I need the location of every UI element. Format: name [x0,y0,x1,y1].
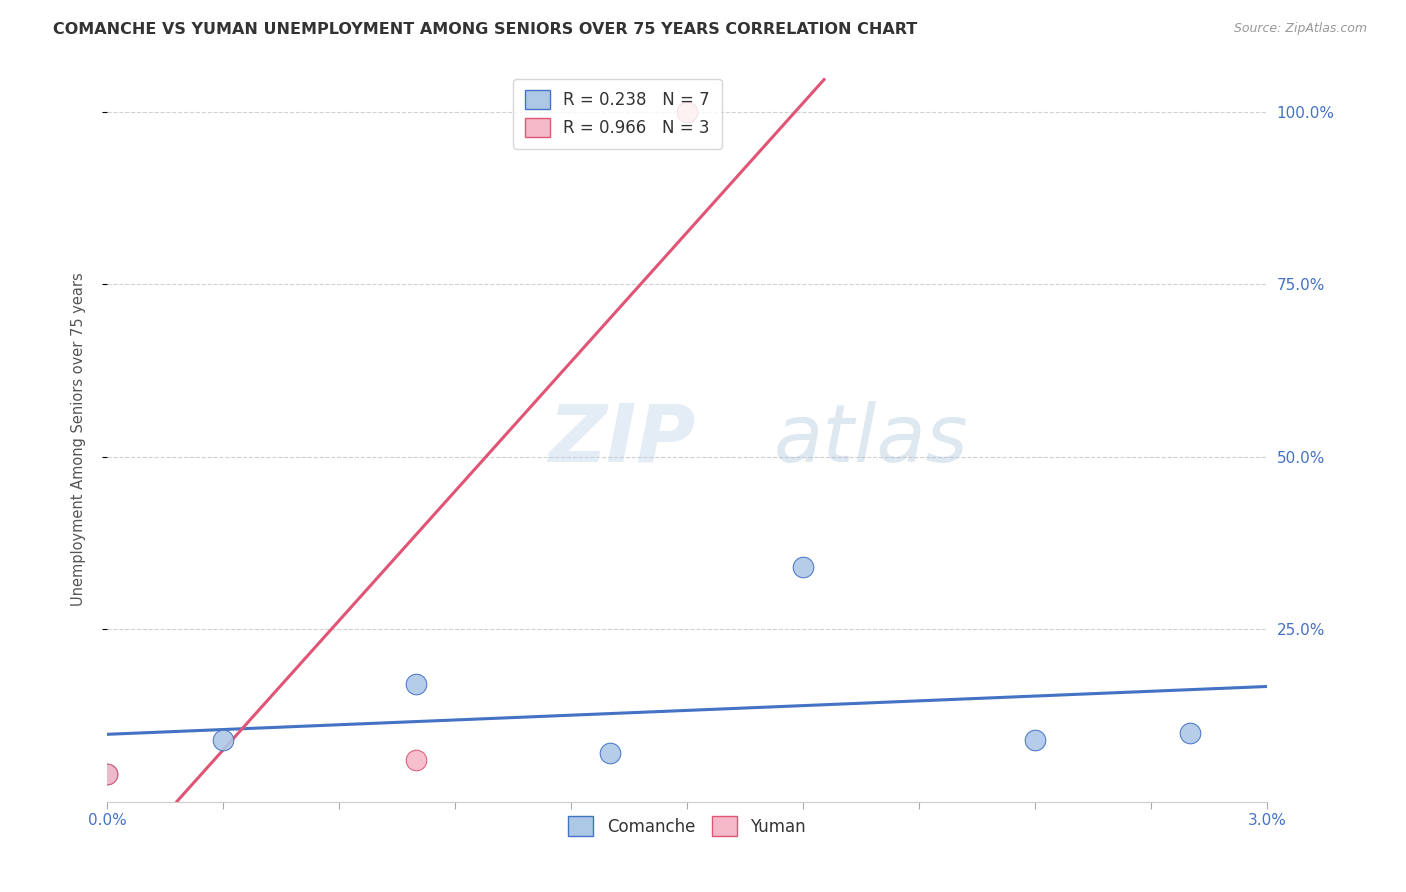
Text: Source: ZipAtlas.com: Source: ZipAtlas.com [1233,22,1367,36]
Point [792,560,814,574]
Point [599,747,621,761]
Point [96,767,118,781]
Text: COMANCHE VS YUMAN UNEMPLOYMENT AMONG SENIORS OVER 75 YEARS CORRELATION CHART: COMANCHE VS YUMAN UNEMPLOYMENT AMONG SEN… [53,22,918,37]
Point [212,732,235,747]
Text: ZIP: ZIP [548,401,695,478]
Legend: Comanche, Yuman: Comanche, Yuman [560,808,814,844]
Point [96,767,118,781]
Point [676,104,699,119]
Point [1024,732,1046,747]
Point [405,753,427,767]
Point [405,677,427,691]
Text: atlas: atlas [775,401,969,478]
Point [1178,725,1201,739]
Y-axis label: Unemployment Among Seniors over 75 years: Unemployment Among Seniors over 75 years [72,273,86,607]
